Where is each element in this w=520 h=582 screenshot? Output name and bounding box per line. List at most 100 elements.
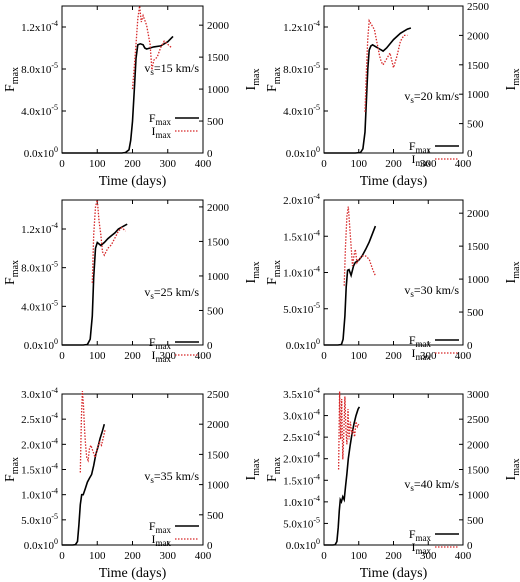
series-line-fmax <box>324 225 377 346</box>
axis-label-sub: max <box>10 260 21 277</box>
y-left-tick-label: 4.0x10-5 <box>21 103 58 118</box>
tick-exponent: -4 <box>51 386 58 395</box>
tick-exponent: -5 <box>313 103 320 112</box>
annotation-value: =40 km/s <box>414 477 459 491</box>
y-left-axis-label: Fmax <box>265 260 283 285</box>
tick-exponent: -4 <box>313 192 320 201</box>
y-left-tick-label: 2.0x10-4 <box>283 451 320 466</box>
y-right-tick-label: 2000 <box>467 208 490 220</box>
tick-mantissa: 1.0x10 <box>283 497 314 509</box>
x-tick-label: 200 <box>385 550 402 562</box>
tick-exponent: -4 <box>51 411 58 420</box>
y-right-tick-label: 1000 <box>207 84 230 96</box>
y-right-tick-label: 500 <box>467 307 484 319</box>
x-tick-label: 300 <box>160 158 177 170</box>
legend-label-sub: max <box>416 546 432 556</box>
tick-exponent: 0 <box>316 337 320 346</box>
tick-mantissa: 0.0x10 <box>24 540 55 552</box>
y-right-axis-label: Imax <box>504 69 520 91</box>
y-right-tick-label: 1000 <box>207 271 230 283</box>
x-tick-label: 200 <box>385 350 402 362</box>
y-left-tick-label: 2.0x10-4 <box>283 192 320 207</box>
series-line-imax <box>131 5 172 90</box>
x-tick-label: 400 <box>455 158 472 170</box>
y-right-tick-label: 2000 <box>467 30 490 42</box>
y-left-tick-label: 2.5x10-4 <box>21 411 58 426</box>
y-right-tick-label: 3000 <box>467 389 490 401</box>
axis-label-main: F <box>265 277 280 285</box>
legend-label-sub: max <box>416 158 432 168</box>
y-left-tick-label: 2.0x10-4 <box>21 436 58 451</box>
legend-label-main: I <box>152 124 156 138</box>
chart-panel-2: 0 100 200 300 4000.0x1004.0x10-58.0x10-51.2x… <box>265 1 520 189</box>
y-left-axis-label: Fmax <box>265 67 283 92</box>
y-left-tick-label: 2.5x10-4 <box>283 429 320 444</box>
tick-mantissa: 1.0x10 <box>283 268 314 280</box>
legend-label-i: Imax <box>412 152 432 168</box>
y-left-tick-label: 1.5x10-4 <box>21 462 58 477</box>
y-left-tick-label: 1.5x10-4 <box>283 472 320 487</box>
x-tick-label: 0 <box>59 350 65 362</box>
annotation-sub: s <box>410 483 414 493</box>
y-left-tick-label: 5.0x10-5 <box>21 512 58 527</box>
series-line-fmax <box>324 406 361 546</box>
axis-label-main: F <box>265 84 280 92</box>
axis-label-sub: max <box>251 459 262 476</box>
x-tick-label: 400 <box>195 158 212 170</box>
y-right-tick-label: 500 <box>207 116 224 128</box>
y-left-axis-label: Fmax <box>3 457 21 482</box>
velocity-annotation: vs=30 km/s <box>404 283 459 299</box>
chart-panel-3: 0 100 200 300 4000.0x1004.0x10-58.0x10-51.2x… <box>3 199 262 364</box>
tick-mantissa: 4.0x10 <box>21 301 52 313</box>
velocity-annotation: vs=20 km/s <box>404 89 459 105</box>
y-right-tick-label: 2000 <box>467 439 490 451</box>
tick-exponent: -5 <box>51 260 58 269</box>
tick-exponent: -4 <box>313 386 320 395</box>
tick-mantissa: 2.5x10 <box>283 432 314 444</box>
tick-mantissa: 3.0x10 <box>21 389 52 401</box>
y-right-tick-label: 1000 <box>207 480 230 492</box>
tick-exponent: -5 <box>51 298 58 307</box>
tick-mantissa: 2.0x10 <box>283 195 314 207</box>
tick-exponent: -4 <box>313 228 320 237</box>
y-right-axis-label: Imax <box>244 262 262 284</box>
y-right-tick-label: 1000 <box>467 274 490 286</box>
axis-label-sub: max <box>10 457 21 474</box>
tick-mantissa: 0.0x10 <box>286 540 317 552</box>
velocity-annotation: vs=35 km/s <box>144 469 199 485</box>
chart-panel-1: 0 100 200 300 4000.0x1004.0x10-58.0x10-51.2x… <box>3 5 262 189</box>
tick-mantissa: 3.5x10 <box>283 389 314 401</box>
annotation-sub: s <box>150 67 154 77</box>
legend-label-main: I <box>412 152 416 166</box>
annotation-value: =25 km/s <box>154 285 199 299</box>
tick-exponent: -5 <box>313 515 320 524</box>
axis-label-sub: max <box>10 67 21 84</box>
tick-exponent: -4 <box>313 429 320 438</box>
x-tick-label: 200 <box>385 158 402 170</box>
y-left-tick-label: 0.0x100 <box>24 145 58 160</box>
legend-label-main: F <box>409 527 416 541</box>
legend-label-main: I <box>412 346 416 360</box>
y-right-tick-label: 0 <box>207 540 213 552</box>
y-right-tick-label: 2000 <box>207 202 230 214</box>
legend-label-sub: max <box>416 145 432 155</box>
y-right-tick-label: 0 <box>467 340 473 352</box>
tick-mantissa: 1.2x10 <box>21 224 52 236</box>
velocity-annotation: vs=15 km/s <box>144 61 199 77</box>
tick-mantissa: 2.0x10 <box>283 454 314 466</box>
tick-exponent: -5 <box>313 301 320 310</box>
tick-exponent: -5 <box>51 103 58 112</box>
y-right-tick-label: 0 <box>467 148 473 160</box>
y-right-axis-label: Imax <box>504 459 520 481</box>
tick-mantissa: 0.0x10 <box>24 148 55 160</box>
axis-label-sub: max <box>511 69 520 86</box>
plot-frame <box>323 5 464 154</box>
tick-exponent: 0 <box>316 537 320 546</box>
annotation-sub: s <box>410 95 414 105</box>
tick-mantissa: 8.0x10 <box>21 64 52 76</box>
annotation-value: =35 km/s <box>154 469 199 483</box>
legend-label-main: F <box>149 111 156 125</box>
axis-label-sub: max <box>272 67 283 84</box>
x-axis-label: Time (days) <box>360 566 428 581</box>
legend-label-main: F <box>149 519 156 533</box>
